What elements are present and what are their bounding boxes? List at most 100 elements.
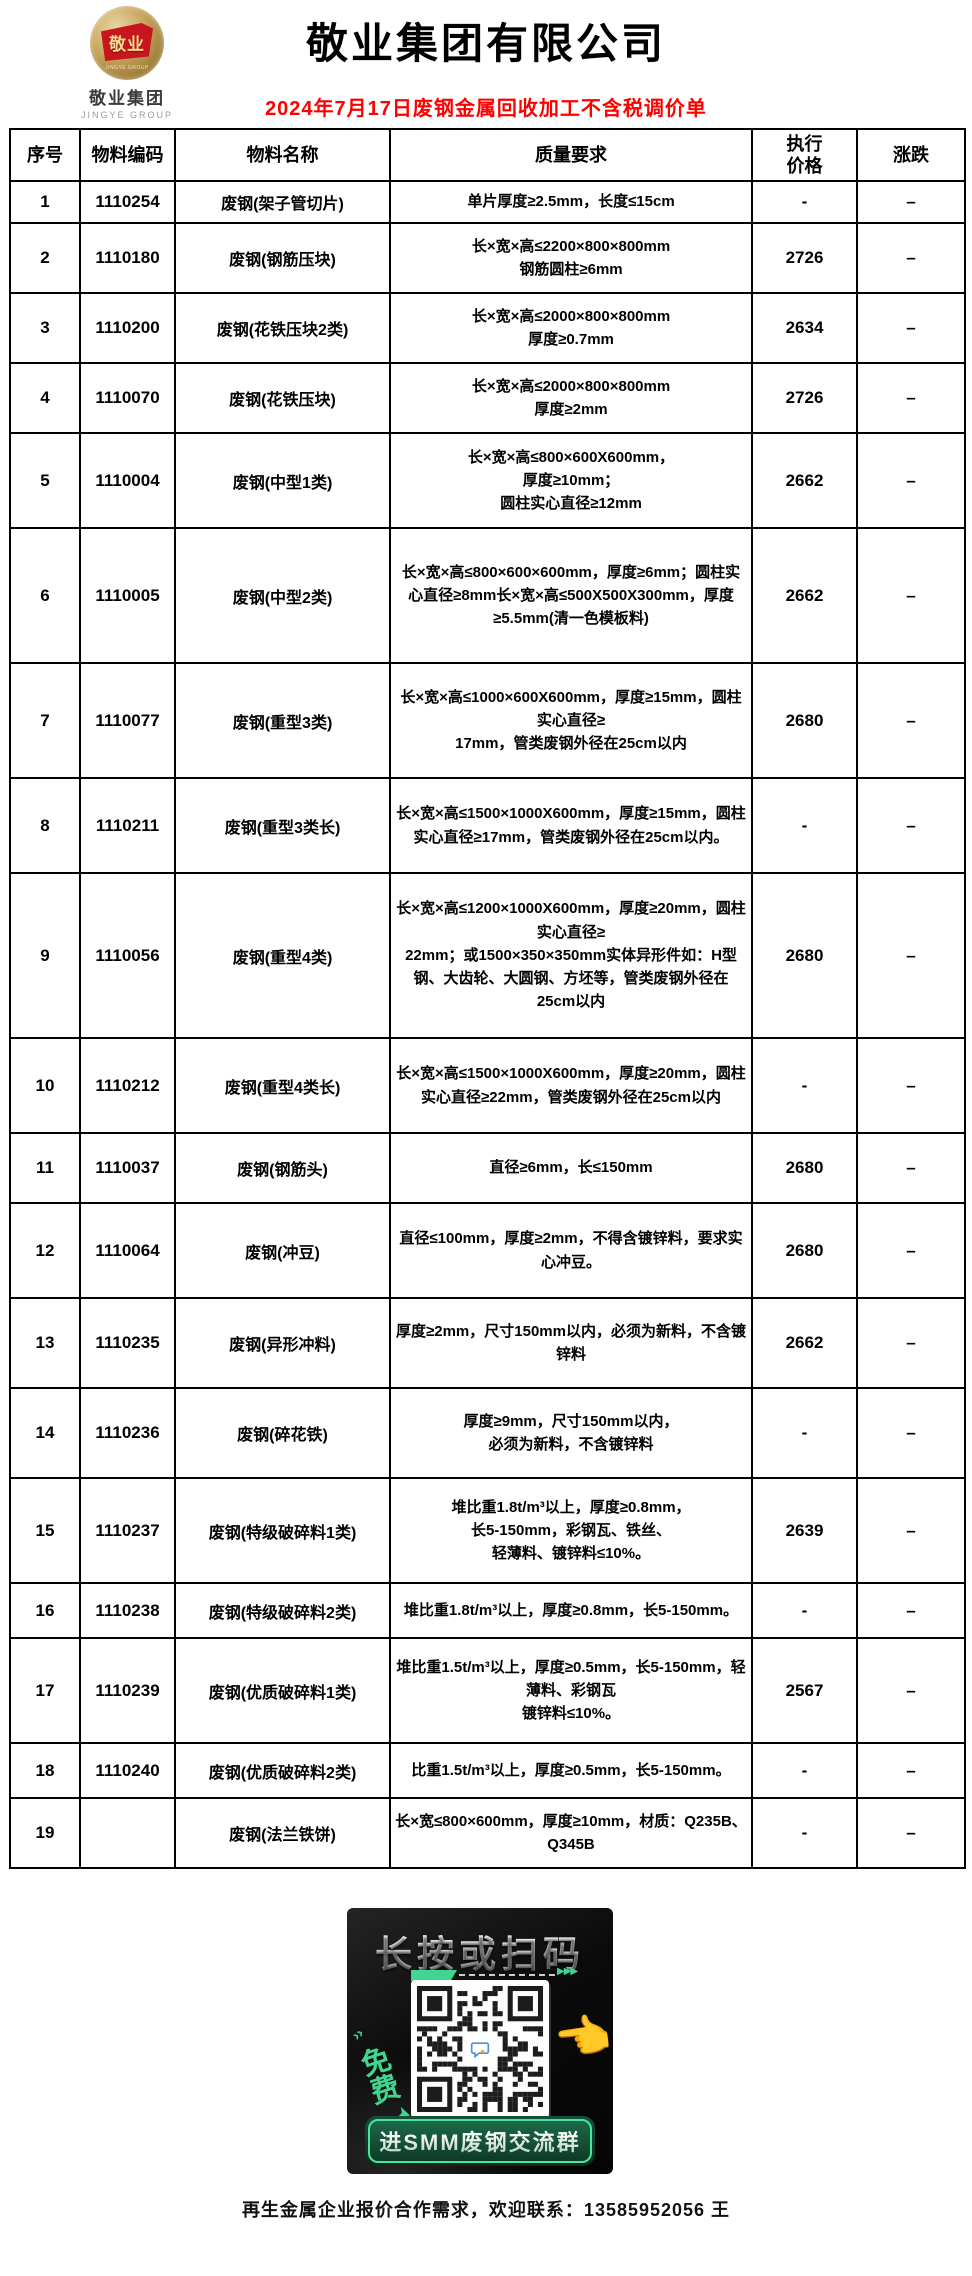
cell-name: 废钢(重型3类)	[174, 662, 391, 779]
cell-requirement: 单片厚度≥2.5mm，长度≤15cm	[389, 180, 753, 224]
cell-requirement: 厚度≥9mm，尺寸150mm以内， 必须为新料，不含镀锌料	[389, 1387, 753, 1479]
pointing-hand-icon: 👈	[550, 2007, 613, 2067]
cell-code: 1110037	[79, 1132, 176, 1204]
cell-code: 1110235	[79, 1297, 176, 1389]
cell-name: 废钢(异形冲料)	[174, 1297, 391, 1389]
cell-code: 1110212	[79, 1037, 176, 1134]
cell-requirement: 堆比重1.8t/m³以上，厚度≥0.8mm， 长5-150mm，彩钢瓦、铁丝、 …	[389, 1477, 753, 1584]
cell-price: -	[751, 1742, 858, 1799]
cell-change: –	[856, 1037, 966, 1134]
qr-card-title: 长按或扫码	[347, 1924, 613, 1978]
cell-code: 1110236	[79, 1387, 176, 1479]
join-group-label: 进SMM废钢交流群	[379, 2125, 580, 2157]
cell-change: –	[856, 1637, 966, 1744]
cell-name: 废钢(中型1类)	[174, 432, 391, 529]
cell-price: -	[751, 777, 858, 874]
cell-requirement: 厚度≥2mm，尺寸150mm以内，必须为新料，不含镀锌料	[389, 1297, 753, 1389]
cell-requirement: 长×宽×高≤800×600X600mm， 厚度≥10mm； 圆柱实心直径≥12m…	[389, 432, 753, 529]
cell-name: 废钢(特级破碎料1类)	[174, 1477, 391, 1584]
cell-name: 废钢(花铁压块2类)	[174, 292, 391, 364]
table-row: 5 1110004 废钢(中型1类) 长×宽×高≤800×600X600mm， 厚度≥…	[9, 432, 966, 529]
cell-change: –	[856, 1742, 966, 1799]
cell-requirement: 堆比重1.5t/m³以上，厚度≥0.5mm，长5-150mm，轻薄料、彩钢瓦 镀…	[389, 1637, 753, 1744]
cell-no: 19	[9, 1797, 81, 1869]
join-group-pill-wrap: 进SMM废钢交流群	[365, 2116, 595, 2166]
table-row: 7 1110077 废钢(重型3类) 长×宽×高≤1000×600X600mm，厚度≥…	[9, 662, 966, 779]
cell-name: 废钢(碎花铁)	[174, 1387, 391, 1479]
cell-requirement: 长×宽≤800×600mm，厚度≥10mm，材质：Q235B、Q345B	[389, 1797, 753, 1869]
table-row: 1 1110254 废钢(架子管切片) 单片厚度≥2.5mm，长度≤15cm - –	[9, 180, 966, 224]
table-row: 3 1110200 废钢(花铁压块2类) 长×宽×高≤2000×800×800mm 厚…	[9, 292, 966, 364]
join-group-button[interactable]: 进SMM废钢交流群	[368, 2119, 592, 2163]
table-row: 16 1110238 废钢(特级破碎料2类) 堆比重1.8t/m³以上，厚度≥0.8m…	[9, 1582, 966, 1639]
cell-no: 9	[9, 872, 81, 1039]
qr-code[interactable]	[411, 1980, 549, 2118]
cell-no: 6	[9, 527, 81, 664]
cell-code: 1110237	[79, 1477, 176, 1584]
col-header-requirement: 质量要求	[389, 128, 753, 182]
cell-name: 废钢(法兰铁饼)	[174, 1797, 391, 1869]
cell-name: 废钢(重型4类)	[174, 872, 391, 1039]
table-row: 15 1110237 废钢(特级破碎料1类) 堆比重1.8t/m³以上，厚度≥0.8m…	[9, 1477, 966, 1584]
qr-arrows-icon: ▶▶▶	[557, 1966, 578, 1977]
col-header-no: 序号	[9, 128, 81, 182]
cell-requirement: 长×宽×高≤800×600×600mm，厚度≥6mm；圆柱实心直径≥8mm长×宽…	[389, 527, 753, 664]
cell-no: 3	[9, 292, 81, 364]
table-row: 6 1110005 废钢(中型2类) 长×宽×高≤800×600×600mm，厚度≥6…	[9, 527, 966, 664]
cell-price: 2680	[751, 1132, 858, 1204]
cell-requirement: 长×宽×高≤2000×800×800mm 厚度≥0.7mm	[389, 292, 753, 364]
qr-green-tab	[411, 1970, 457, 1981]
cell-price: -	[751, 1582, 858, 1639]
table-row: 13 1110235 废钢(异形冲料) 厚度≥2mm，尺寸150mm以内，必须为新料，…	[9, 1297, 966, 1389]
free-chevrons-icon: ››	[348, 2024, 368, 2045]
cell-code: 1110238	[79, 1582, 176, 1639]
cell-requirement: 长×宽×高≤1000×600X600mm，厚度≥15mm，圆柱实心直径≥ 17m…	[389, 662, 753, 779]
cell-change: –	[856, 432, 966, 529]
cell-name: 废钢(重型3类长)	[174, 777, 391, 874]
table-row: 18 1110240 废钢(优质破碎料2类) 比重1.5t/m³以上，厚度≥0.5mm…	[9, 1742, 966, 1799]
cell-no: 5	[9, 432, 81, 529]
table-row: 4 1110070 废钢(花铁压块) 长×宽×高≤2000×800×800mm 厚度≥…	[9, 362, 966, 434]
cell-code: 1110240	[79, 1742, 176, 1799]
cell-code: 1110211	[79, 777, 176, 874]
cell-no: 10	[9, 1037, 81, 1134]
wechat-bubble-icon	[465, 2034, 495, 2064]
cell-requirement: 比重1.5t/m³以上，厚度≥0.5mm，长5-150mm。	[389, 1742, 753, 1799]
cell-name: 废钢(优质破碎料2类)	[174, 1742, 391, 1799]
cell-requirement: 长×宽×高≤2200×800×800mm 钢筋圆柱≥6mm	[389, 222, 753, 294]
price-table: 序号 物料编码 物料名称 质量要求 执行 价格 涨跌 1 1110254 废钢(架子…	[9, 128, 966, 1869]
cell-code: 1110200	[79, 292, 176, 364]
cell-change: –	[856, 222, 966, 294]
cell-code: 1110254	[79, 180, 176, 224]
cell-code: 1110070	[79, 362, 176, 434]
cell-name: 废钢(中型2类)	[174, 527, 391, 664]
cell-no: 1	[9, 180, 81, 224]
cell-no: 2	[9, 222, 81, 294]
cell-name: 废钢(花铁压块)	[174, 362, 391, 434]
qr-dashed-line	[459, 1974, 555, 1976]
table-row: 10 1110212 废钢(重型4类长) 长×宽×高≤1500×1000X600mm，…	[9, 1037, 966, 1134]
table-row: 17 1110239 废钢(优质破碎料1类) 堆比重1.5t/m³以上，厚度≥0.5m…	[9, 1637, 966, 1744]
cell-price: -	[751, 1797, 858, 1869]
cell-change: –	[856, 872, 966, 1039]
cell-price: 2680	[751, 872, 858, 1039]
company-logo: 敬业 JINGYE GROUP 敬业集团 JINGYE GROUP	[62, 4, 192, 120]
table-row: 9 1110056 废钢(重型4类) 长×宽×高≤1200×1000X600mm，厚度…	[9, 872, 966, 1039]
cell-price: 2567	[751, 1637, 858, 1744]
col-header-code: 物料编码	[79, 128, 176, 182]
cell-price: -	[751, 1387, 858, 1479]
cell-code: 1110056	[79, 872, 176, 1039]
cell-price: 2662	[751, 1297, 858, 1389]
cell-no: 17	[9, 1637, 81, 1744]
table-row: 12 1110064 废钢(冲豆) 直径≤100mm，厚度≥2mm，不得含镀锌料，要求…	[9, 1202, 966, 1299]
free-label: 免费	[357, 2043, 405, 2111]
cell-price: 2680	[751, 1202, 858, 1299]
cell-no: 18	[9, 1742, 81, 1799]
cell-change: –	[856, 777, 966, 874]
table-row: 19 废钢(法兰铁饼) 长×宽≤800×600mm，厚度≥10mm，材质：Q235B…	[9, 1797, 966, 1869]
qr-promo-card[interactable]: 长按或扫码 ▶▶▶ ›› 免费 ➤ 👈 进SMM废钢交流群	[347, 1908, 613, 2174]
cell-code: 1110239	[79, 1637, 176, 1744]
cell-change: –	[856, 1202, 966, 1299]
cell-name: 废钢(冲豆)	[174, 1202, 391, 1299]
